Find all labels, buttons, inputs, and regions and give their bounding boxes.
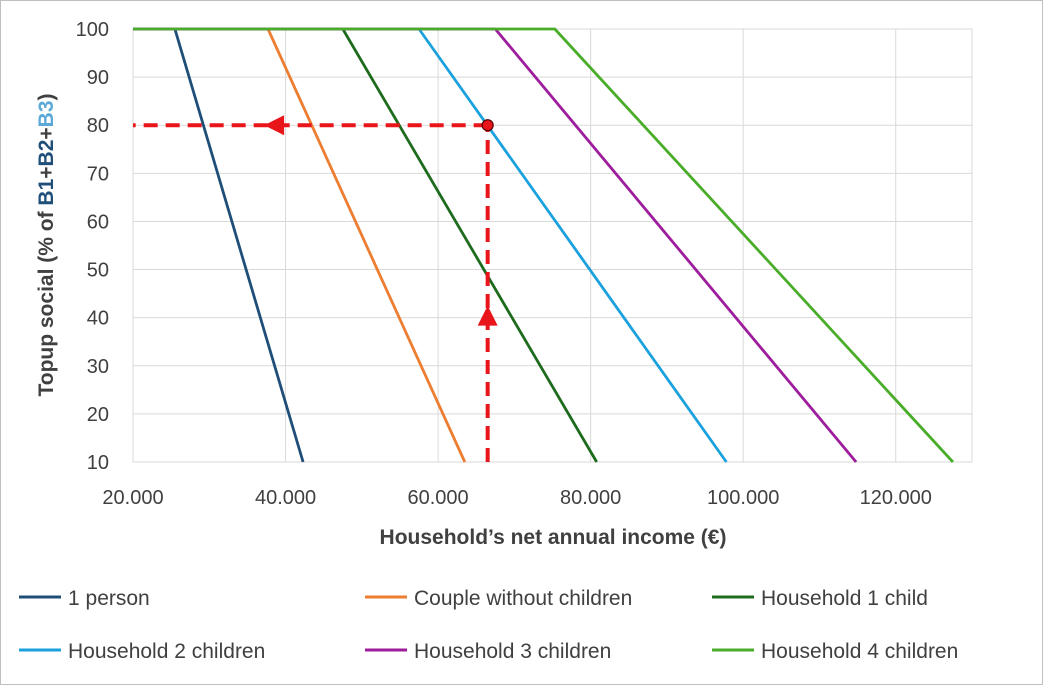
y-tick-label: 50	[87, 260, 109, 282]
annotation-left-arrow	[264, 115, 285, 136]
legend-label-6: Household 4 children	[761, 640, 958, 663]
series-line-1	[133, 27, 305, 463]
annotation-marker	[481, 119, 494, 132]
y-tick-label: 10	[87, 452, 109, 474]
y-axis-title-suffix: )	[35, 93, 58, 100]
series-line-3	[133, 27, 598, 463]
legend-label-2: Couple without children	[414, 587, 632, 610]
annotation-up-arrow	[477, 305, 498, 326]
x-tick-label: 60.000	[408, 487, 469, 509]
y-tick-label: 20	[87, 404, 109, 426]
grid	[132, 28, 973, 463]
x-tick-label: 100.000	[707, 487, 779, 509]
y-axis-title-b3: B3	[35, 100, 58, 127]
y-tick-label: 80	[87, 115, 109, 137]
x-tick-label: 80.000	[560, 487, 621, 509]
series-line-5	[133, 27, 858, 463]
x-axis-title: Household’s net annual income (€)	[380, 526, 727, 549]
y-axis-title-plus-2: +	[35, 127, 58, 139]
annotation	[133, 115, 498, 462]
legend-label-5: Household 3 children	[414, 640, 611, 663]
series-line-4	[133, 27, 728, 463]
series-line-6	[133, 27, 954, 463]
y-axis-title-b1: B1	[35, 178, 58, 205]
y-axis-title-b2: B2	[35, 140, 58, 167]
legend-label-4: Household 2 children	[68, 640, 265, 663]
y-tick-label: 40	[87, 308, 109, 330]
tick-labels: 10 20 30 40 50 60 70 80 90 100 20.000 40.000 60.000 8…	[76, 19, 932, 509]
y-axis-title-plus-1: +	[35, 166, 58, 178]
series-lines	[133, 27, 954, 463]
plot-area-border	[132, 28, 973, 463]
y-axis-title: Topup social (% of B1+B2+B3)	[35, 93, 58, 396]
legend-label-1: 1 person	[68, 587, 150, 610]
y-tick-label: 30	[87, 356, 109, 378]
y-tick-label: 90	[87, 67, 109, 89]
y-axis-title-prefix: Topup social (% of	[35, 206, 58, 397]
y-tick-label: 70	[87, 163, 109, 185]
x-tick-label: 40.000	[255, 487, 316, 509]
x-tick-label: 20.000	[102, 487, 163, 509]
y-tick-label: 100	[76, 19, 109, 41]
y-tick-label: 60	[87, 211, 109, 233]
series-line-2	[133, 27, 467, 463]
legend-label-3: Household 1 child	[761, 587, 928, 610]
legend: 1 person Couple without children Household…	[19, 587, 958, 663]
x-tick-label: 120.000	[860, 487, 932, 509]
